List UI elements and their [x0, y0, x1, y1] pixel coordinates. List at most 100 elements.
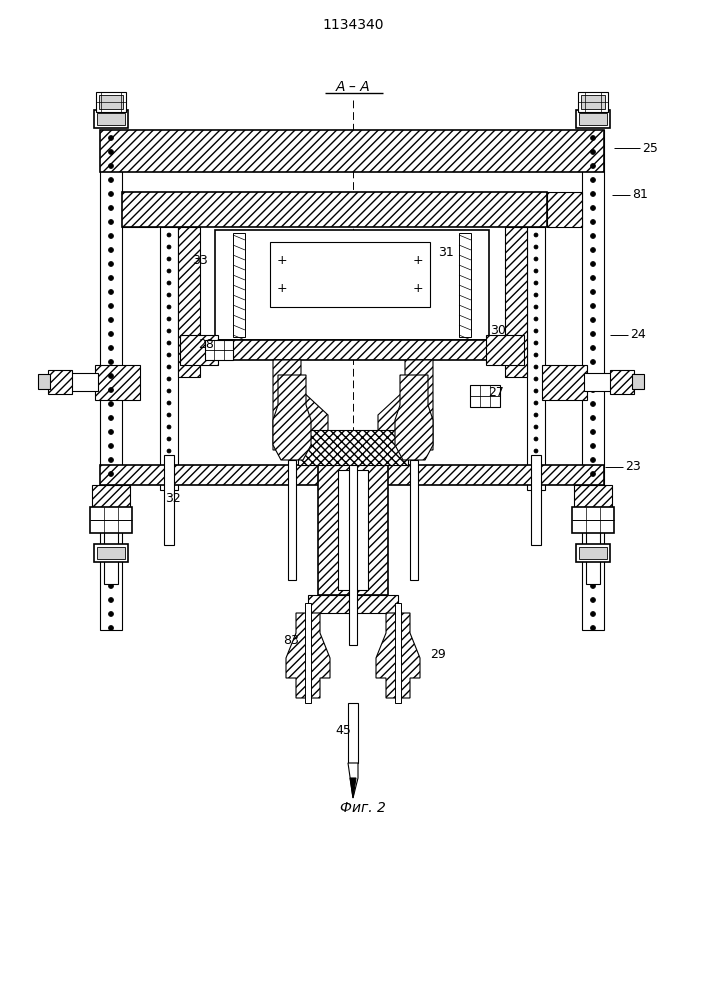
Bar — [92, 485, 130, 507]
Circle shape — [108, 416, 114, 420]
Bar — [99, 95, 123, 109]
Bar — [100, 130, 122, 550]
Bar — [305, 603, 311, 703]
Circle shape — [534, 425, 538, 429]
Bar — [122, 192, 547, 227]
Bar — [95, 365, 140, 400]
Circle shape — [167, 317, 171, 321]
Bar — [486, 335, 524, 365]
Bar — [164, 455, 174, 545]
Circle shape — [534, 293, 538, 297]
Circle shape — [590, 486, 595, 490]
Circle shape — [108, 247, 114, 252]
Circle shape — [534, 353, 538, 357]
Circle shape — [590, 220, 595, 225]
Bar — [100, 550, 122, 630]
Circle shape — [534, 341, 538, 345]
Bar — [205, 340, 233, 360]
Circle shape — [167, 377, 171, 381]
Circle shape — [108, 472, 114, 477]
Circle shape — [108, 401, 114, 406]
Circle shape — [167, 437, 171, 441]
Bar — [410, 460, 418, 580]
Circle shape — [534, 401, 538, 405]
Bar — [574, 485, 612, 507]
Text: +: + — [276, 253, 287, 266]
Bar — [505, 227, 527, 377]
Circle shape — [590, 514, 595, 518]
Text: 28: 28 — [198, 338, 214, 352]
Bar — [578, 92, 608, 112]
Bar — [547, 192, 582, 227]
Circle shape — [108, 304, 114, 308]
Circle shape — [108, 611, 114, 616]
Bar — [90, 507, 132, 533]
Circle shape — [590, 373, 595, 378]
Bar — [586, 529, 600, 584]
Bar — [348, 703, 358, 763]
Circle shape — [590, 584, 595, 588]
Circle shape — [108, 261, 114, 266]
Circle shape — [108, 192, 114, 196]
Bar — [96, 92, 126, 112]
Circle shape — [108, 597, 114, 602]
Bar — [100, 465, 604, 485]
Circle shape — [108, 373, 114, 378]
Circle shape — [590, 360, 595, 364]
Circle shape — [590, 556, 595, 560]
Circle shape — [167, 269, 171, 273]
Text: 81: 81 — [632, 188, 648, 202]
Polygon shape — [348, 763, 358, 798]
Circle shape — [590, 233, 595, 238]
Bar — [579, 547, 607, 559]
Circle shape — [167, 233, 171, 237]
Bar — [178, 227, 200, 377]
Circle shape — [590, 163, 595, 168]
Circle shape — [590, 401, 595, 406]
Bar — [542, 365, 587, 400]
Circle shape — [167, 413, 171, 417]
Circle shape — [590, 597, 595, 602]
Bar — [459, 233, 471, 337]
Circle shape — [108, 318, 114, 322]
Bar — [38, 374, 50, 389]
Circle shape — [534, 317, 538, 321]
Bar — [576, 110, 610, 128]
Circle shape — [167, 341, 171, 345]
Circle shape — [108, 275, 114, 280]
Circle shape — [590, 332, 595, 336]
Circle shape — [590, 542, 595, 546]
Bar — [470, 385, 500, 407]
Polygon shape — [378, 360, 433, 450]
Bar — [349, 465, 357, 645]
Circle shape — [108, 444, 114, 448]
Circle shape — [108, 486, 114, 490]
Text: 45: 45 — [335, 724, 351, 736]
Bar — [160, 227, 178, 490]
Circle shape — [108, 499, 114, 504]
Bar — [632, 374, 644, 389]
Circle shape — [167, 389, 171, 393]
Circle shape — [167, 401, 171, 405]
Bar — [395, 603, 401, 703]
Circle shape — [590, 458, 595, 462]
Text: +: + — [276, 282, 287, 296]
Bar — [338, 470, 368, 590]
Circle shape — [108, 332, 114, 336]
Circle shape — [534, 473, 538, 477]
Text: 25: 25 — [642, 141, 658, 154]
Bar — [48, 370, 72, 394]
Bar — [581, 95, 605, 109]
Circle shape — [108, 135, 114, 140]
Circle shape — [590, 430, 595, 434]
Circle shape — [108, 387, 114, 392]
Bar — [270, 242, 430, 307]
Bar — [308, 595, 398, 613]
Bar — [180, 335, 218, 365]
Circle shape — [534, 329, 538, 333]
Circle shape — [108, 360, 114, 364]
Circle shape — [534, 413, 538, 417]
Circle shape — [590, 178, 595, 182]
Bar — [288, 460, 296, 580]
Text: 83: 83 — [283, 634, 299, 647]
